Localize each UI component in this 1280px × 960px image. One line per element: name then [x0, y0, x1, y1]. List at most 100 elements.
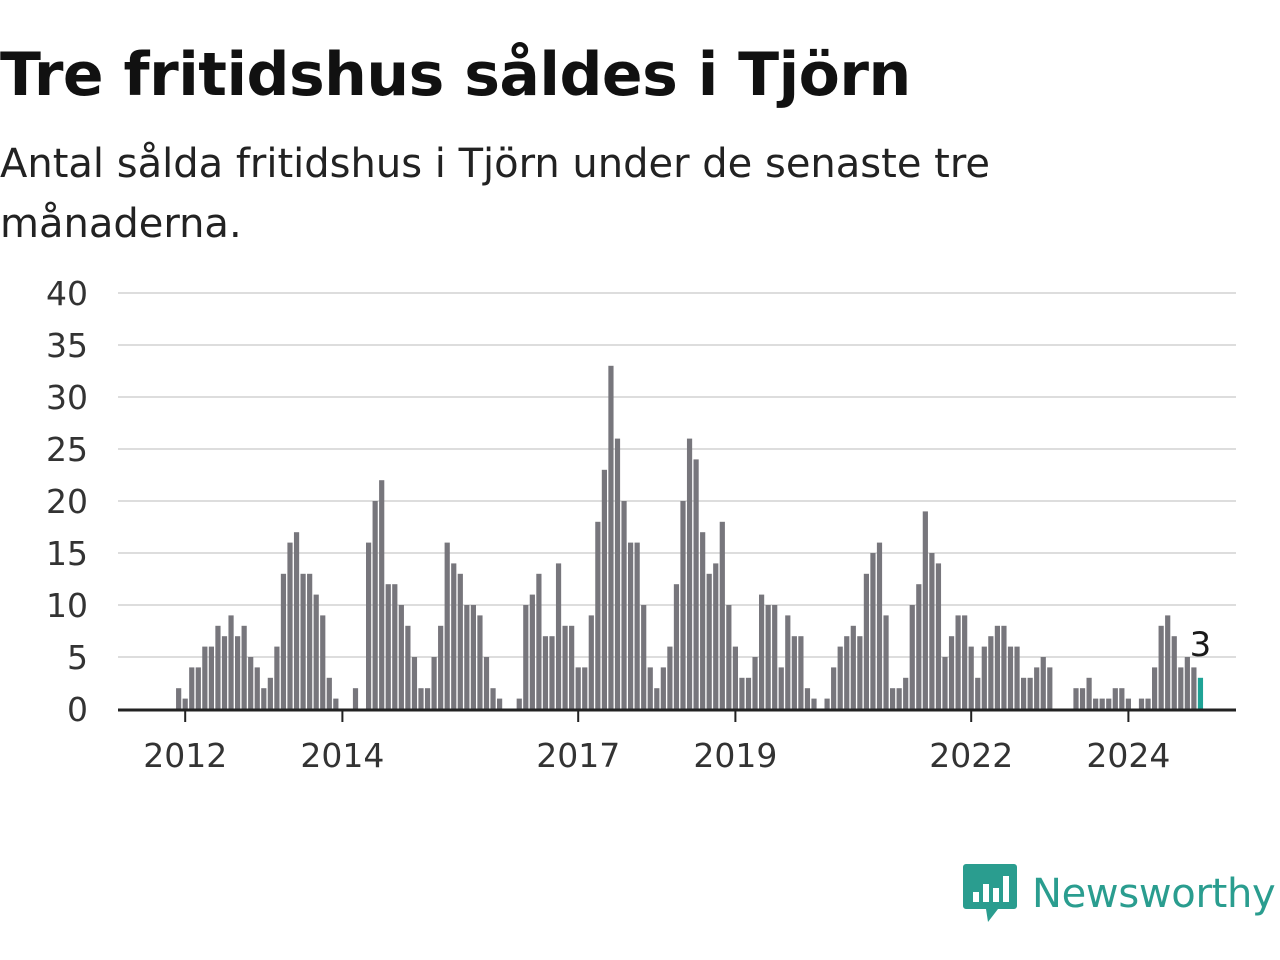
- bar: [896, 688, 902, 709]
- bar: [1152, 667, 1158, 709]
- bar: [307, 573, 313, 709]
- chart-subtitle: Antal sålda fritidshus i Tjörn under de …: [0, 141, 990, 247]
- bar: [451, 563, 457, 709]
- bar: [457, 573, 463, 709]
- bar: [994, 625, 1000, 709]
- bar: [470, 605, 476, 709]
- bar: [935, 563, 942, 709]
- bar: [221, 636, 228, 709]
- bar: [1099, 698, 1105, 709]
- bar: [811, 698, 817, 709]
- bar: [352, 688, 359, 709]
- bar: [1079, 688, 1086, 709]
- bar: [1165, 615, 1171, 709]
- bar: [876, 542, 883, 709]
- bar: [274, 646, 280, 709]
- bar: [1171, 636, 1177, 709]
- bar-chart: 0 5 10 15 20 25 30 35 40 3 2012 2014 2017 2019 2022 202…: [46, 274, 1236, 775]
- bar: [844, 636, 850, 709]
- bar: [837, 646, 843, 709]
- bar: [785, 615, 791, 709]
- bar: [667, 646, 673, 709]
- bar: [706, 573, 712, 709]
- bar: [300, 573, 306, 709]
- bar: [1086, 677, 1092, 709]
- bar: [804, 688, 811, 709]
- bar: [1021, 677, 1027, 709]
- y-tick-label: 15: [46, 534, 88, 573]
- bar: [903, 677, 909, 709]
- x-tick-label: 2014: [300, 736, 384, 775]
- bar: [555, 563, 562, 709]
- bar: [1125, 698, 1131, 709]
- bar: [575, 667, 581, 709]
- y-tick-label: 5: [67, 638, 88, 677]
- bar: [732, 646, 738, 709]
- bar: [398, 605, 404, 709]
- bar: [228, 615, 234, 709]
- brand-name: Newsworthy: [1032, 871, 1276, 917]
- bar: [202, 646, 208, 709]
- bar: [195, 667, 201, 709]
- bar: [542, 636, 549, 709]
- y-tick-label: 35: [46, 326, 88, 365]
- bar: [1178, 667, 1184, 709]
- y-tick-label: 25: [46, 430, 88, 469]
- y-tick-label: 40: [46, 274, 88, 313]
- bar: [248, 657, 254, 709]
- bar: [719, 521, 725, 709]
- bar: [582, 667, 588, 709]
- bar: [523, 605, 529, 709]
- bar: [1027, 677, 1033, 709]
- bar: [948, 636, 955, 709]
- bar: [968, 646, 974, 709]
- bar: [634, 542, 640, 709]
- bar: [759, 594, 765, 709]
- bar: [280, 573, 287, 709]
- bar: [529, 594, 535, 709]
- bar: [536, 573, 542, 709]
- bar: [713, 563, 719, 709]
- x-tick-label: 2022: [929, 736, 1013, 775]
- bar: [660, 667, 666, 709]
- bar: [392, 584, 398, 709]
- bar: [1001, 625, 1007, 709]
- bar: [608, 365, 614, 709]
- bar: [686, 438, 693, 709]
- bar: [366, 542, 372, 709]
- chart-title: Tre fritidshus såldes i Tjörn: [0, 40, 911, 110]
- bar: [1112, 688, 1118, 709]
- brand-logo: Newsworthy: [962, 862, 1276, 926]
- bar: [1014, 646, 1020, 709]
- bar: [490, 688, 496, 709]
- bar: [588, 615, 594, 709]
- bar: [962, 615, 968, 709]
- bar: [916, 584, 922, 709]
- x-tick-label: 2017: [536, 736, 620, 775]
- bar: [765, 605, 771, 709]
- bar: [647, 667, 653, 709]
- tick-labels: 0 5 10 15 20 25 30 35 40 3 2012 2014 2017 2019 2022 202…: [46, 274, 1211, 775]
- bar: [628, 542, 634, 709]
- bar: [1158, 625, 1164, 709]
- bar: [176, 688, 182, 709]
- bar: [385, 584, 391, 709]
- bar: [1138, 698, 1145, 709]
- bar: [824, 698, 830, 709]
- bar: [850, 625, 856, 709]
- bar: [955, 615, 961, 709]
- bar: [438, 625, 444, 709]
- bar: [1184, 657, 1190, 709]
- bar: [975, 677, 981, 709]
- bars: [176, 365, 1204, 709]
- bar: [942, 657, 948, 709]
- bar: [929, 553, 935, 709]
- bar: [1007, 646, 1014, 709]
- bar: [1106, 698, 1112, 709]
- bar: [189, 667, 195, 709]
- bar: [418, 688, 424, 709]
- bar: [726, 605, 732, 709]
- bar: [569, 625, 575, 709]
- bar: [267, 677, 273, 709]
- bar: [831, 667, 837, 709]
